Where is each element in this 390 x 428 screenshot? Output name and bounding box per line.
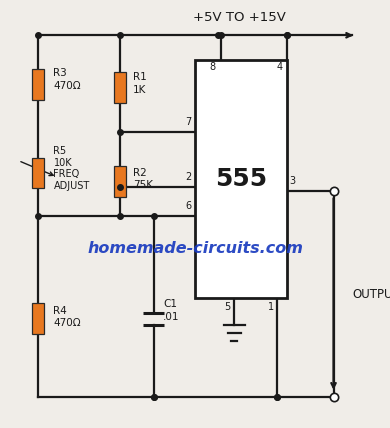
Bar	[32, 303, 44, 334]
Text: R2
75K: R2 75K	[133, 168, 153, 190]
Bar	[114, 72, 126, 103]
Text: 2: 2	[185, 172, 191, 182]
Text: R4
470Ω: R4 470Ω	[53, 306, 81, 328]
Text: 1: 1	[268, 301, 274, 312]
Bar	[114, 166, 126, 196]
Text: OUTPUT: OUTPUT	[352, 288, 390, 300]
Text: R5
10K
FREQ
ADJUST: R5 10K FREQ ADJUST	[53, 146, 90, 191]
Text: C1
.01: C1 .01	[163, 299, 180, 322]
Bar	[32, 69, 44, 100]
Text: 8: 8	[209, 62, 215, 72]
Text: 4: 4	[277, 62, 283, 72]
Bar	[195, 60, 287, 298]
Text: 3: 3	[290, 176, 296, 187]
Text: R1
1K: R1 1K	[133, 72, 147, 95]
Text: 555: 555	[215, 167, 267, 191]
Bar	[32, 158, 44, 188]
Text: 7: 7	[185, 117, 191, 127]
Text: 5: 5	[224, 301, 230, 312]
Text: homemade-circuits.com: homemade-circuits.com	[87, 241, 303, 256]
Text: +5V TO +15V: +5V TO +15V	[193, 11, 286, 24]
Text: R3
470Ω: R3 470Ω	[53, 68, 81, 91]
Text: 6: 6	[185, 201, 191, 211]
